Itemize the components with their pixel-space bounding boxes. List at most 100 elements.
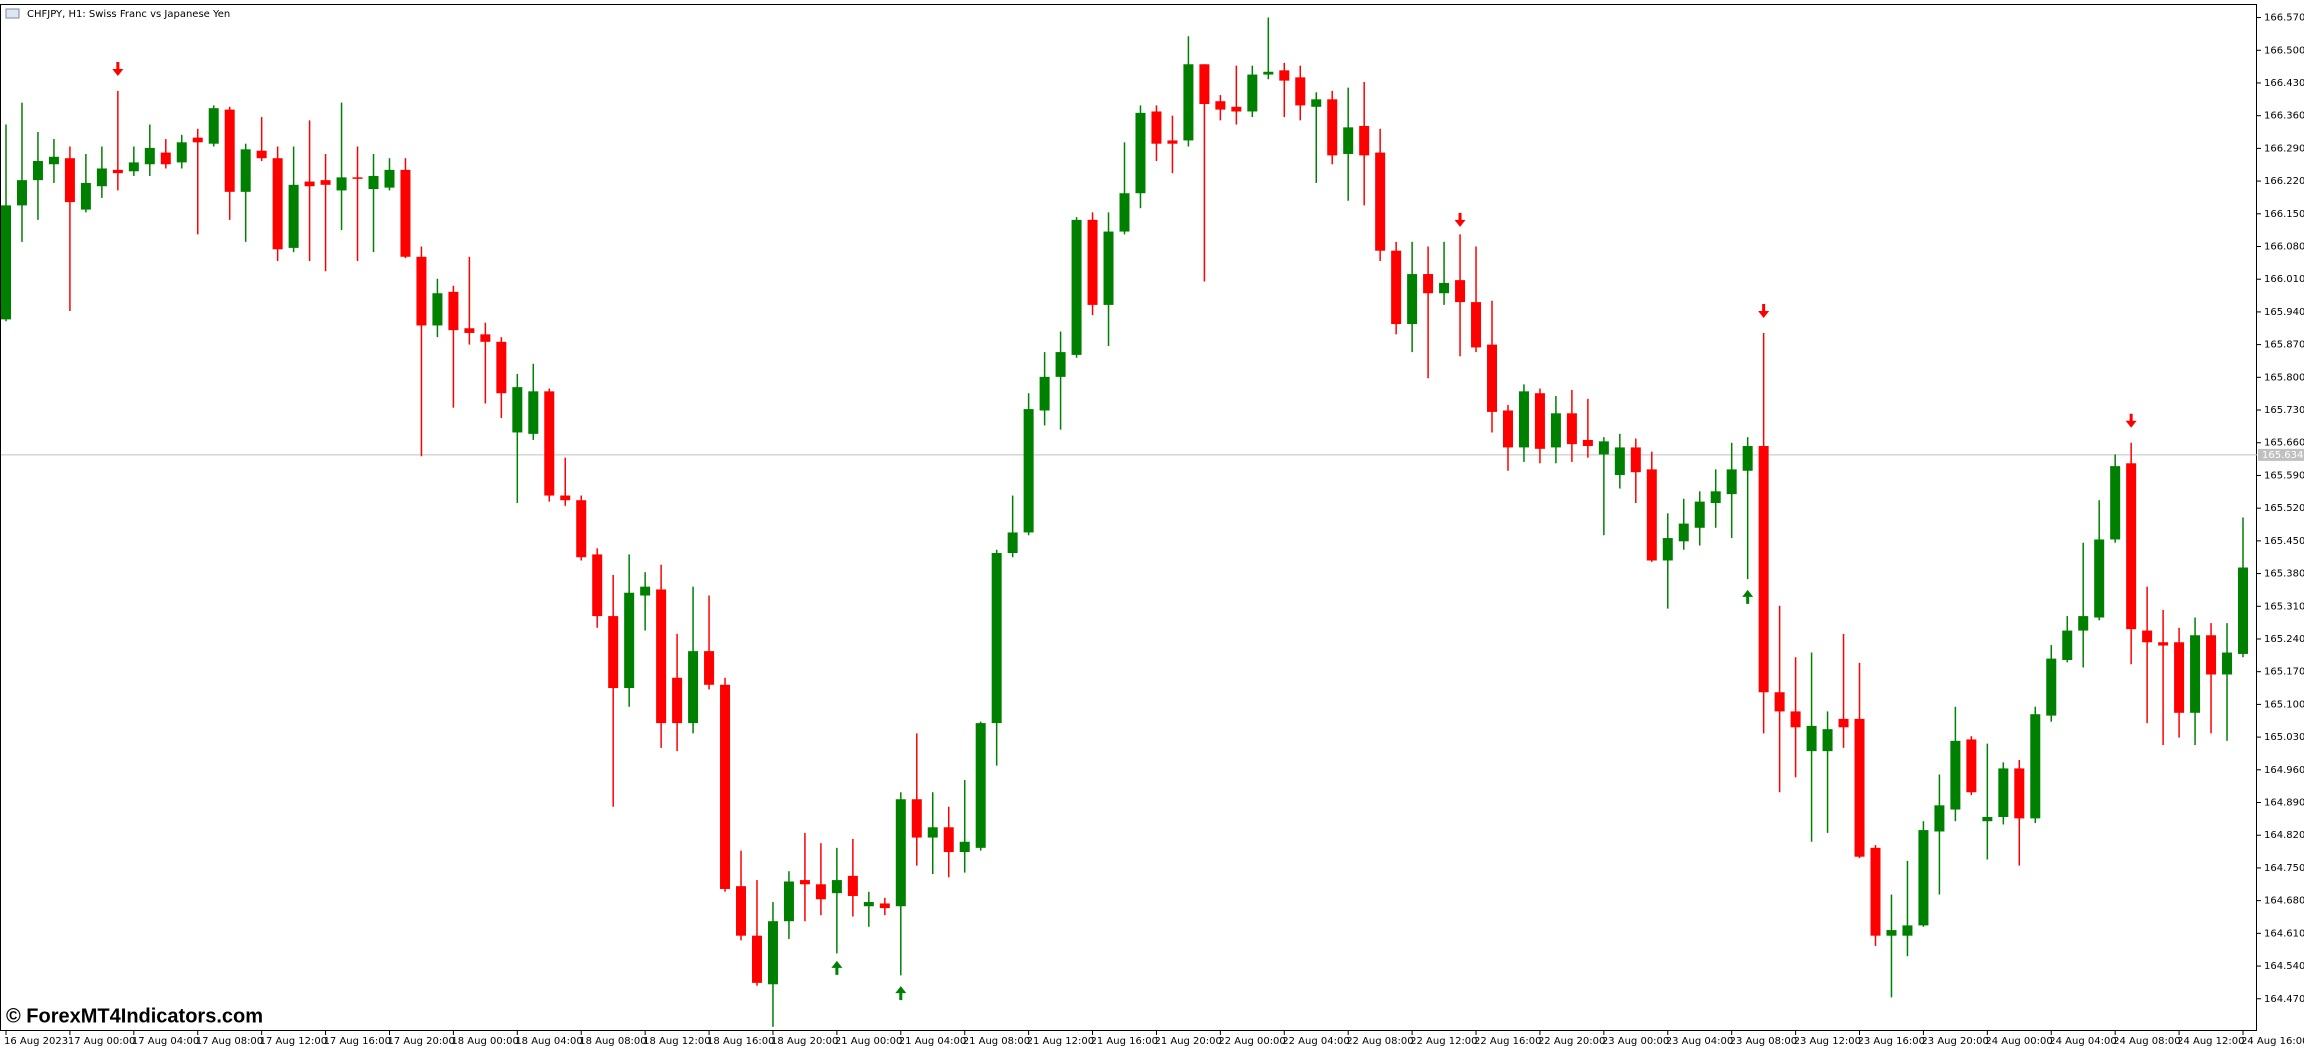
candle-body	[1630, 447, 1641, 473]
x-tick-label: 17 Aug 16:00	[324, 1036, 391, 1047]
y-tick-label: 165.870	[2264, 340, 2304, 351]
candle-body	[1, 205, 11, 320]
candle-body	[1231, 106, 1242, 112]
y-tick-label: 164.960	[2264, 765, 2304, 776]
candle-body	[1870, 847, 1881, 936]
candle-body	[224, 109, 235, 192]
y-tick-label: 165.450	[2264, 536, 2304, 547]
candle-body	[1439, 282, 1450, 294]
candle-body	[1566, 413, 1577, 445]
y-tick-label: 164.680	[2264, 896, 2304, 907]
candle-body	[2206, 635, 2217, 675]
y-tick-label: 164.820	[2264, 830, 2304, 841]
x-tick-label: 22 Aug 20:00	[1538, 1036, 1605, 1047]
x-tick-label: 18 Aug 04:00	[515, 1036, 582, 1047]
candle-body	[384, 169, 395, 188]
candle-body	[1359, 125, 1370, 156]
candle-body	[1343, 127, 1354, 154]
sell-arrow	[1758, 303, 1770, 318]
candle-body	[1183, 64, 1194, 141]
candle-body	[1103, 231, 1114, 305]
candle-body	[1982, 817, 1993, 822]
candle-body	[208, 108, 219, 144]
candle-body	[2094, 539, 2105, 618]
x-tick-label: 24 Aug 16:00	[2241, 1036, 2304, 1047]
candle-body	[32, 160, 43, 181]
candle-body	[1071, 219, 1082, 355]
candle-body	[320, 180, 331, 185]
plot-frame	[0, 4, 2257, 1031]
candle-body	[2222, 652, 2233, 675]
candle-body	[688, 651, 699, 724]
candle-body	[943, 827, 954, 853]
candle-body	[1550, 413, 1561, 448]
candle-body	[911, 799, 922, 838]
y-tick-label: 166.010	[2264, 274, 2304, 285]
candle-body	[1455, 280, 1466, 303]
x-tick-label: 18 Aug 08:00	[579, 1036, 646, 1047]
candle-body	[272, 158, 283, 250]
candle-body	[672, 677, 683, 724]
y-tick-label: 165.030	[2264, 732, 2304, 743]
candle-body	[704, 651, 715, 685]
candle-body	[656, 589, 667, 724]
y-tick-label: 166.360	[2264, 111, 2304, 122]
candle-body	[1614, 447, 1625, 475]
x-tick-label: 21 Aug 12:00	[1027, 1036, 1094, 1047]
candle-body	[1487, 344, 1498, 412]
x-tick-label: 18 Aug 20:00	[771, 1036, 838, 1047]
candle-body	[48, 156, 59, 165]
candle-body	[2110, 466, 2121, 540]
candle-body	[1247, 74, 1258, 112]
x-tick-label: 23 Aug 12:00	[1794, 1036, 1861, 1047]
candle-body	[991, 553, 1002, 724]
candle-body	[863, 902, 874, 907]
candle-body	[432, 293, 443, 326]
candle-body	[847, 875, 858, 896]
x-tick-label: 24 Aug 00:00	[1985, 1036, 2052, 1047]
candle-body	[96, 168, 107, 187]
candle-body	[1742, 446, 1753, 471]
x-tick-label: 17 Aug 04:00	[132, 1036, 199, 1047]
x-tick-label: 18 Aug 00:00	[451, 1036, 518, 1047]
y-tick-label: 164.890	[2264, 798, 2304, 809]
candle-body	[2126, 463, 2137, 630]
candle-body	[576, 500, 587, 558]
candle-body	[1598, 441, 1609, 455]
candle-body	[304, 181, 315, 187]
candle-body	[288, 184, 299, 248]
candle-body	[767, 921, 778, 985]
candle-body	[1918, 830, 1929, 926]
y-tick-label: 165.730	[2264, 405, 2304, 416]
candle-body	[1023, 409, 1034, 533]
sell-arrow	[2125, 413, 2137, 428]
candle-body	[112, 169, 123, 174]
watermark: © ForexMT4Indicators.com	[6, 1005, 263, 1027]
candle-body	[1263, 71, 1274, 75]
candle-body	[528, 391, 539, 434]
y-tick-label: 166.500	[2264, 45, 2304, 56]
candle-body	[1279, 70, 1290, 81]
candle-body	[128, 162, 139, 172]
candle-body	[975, 723, 986, 848]
candle-body	[1039, 376, 1050, 411]
current-price-box	[2258, 448, 2304, 461]
candle-body	[160, 152, 171, 165]
candle-body	[2238, 567, 2248, 654]
candle-body	[2190, 635, 2201, 713]
candle-body	[1327, 99, 1338, 156]
x-tick-label: 23 Aug 00:00	[1602, 1036, 1669, 1047]
y-tick-label: 164.750	[2264, 863, 2304, 874]
candle-body	[1167, 140, 1178, 144]
candle-body	[1295, 77, 1306, 106]
candle-body	[1774, 692, 1785, 712]
x-tick-label: 17 Aug 08:00	[196, 1036, 263, 1047]
x-tick-label: 22 Aug 08:00	[1346, 1036, 1413, 1047]
candle-body	[1534, 393, 1545, 449]
candle-body	[512, 387, 523, 433]
candle-body	[2014, 768, 2025, 819]
y-tick-label: 165.380	[2264, 569, 2304, 580]
candle-body	[1007, 532, 1018, 554]
candle-body	[544, 391, 555, 496]
candle-body	[368, 175, 379, 190]
